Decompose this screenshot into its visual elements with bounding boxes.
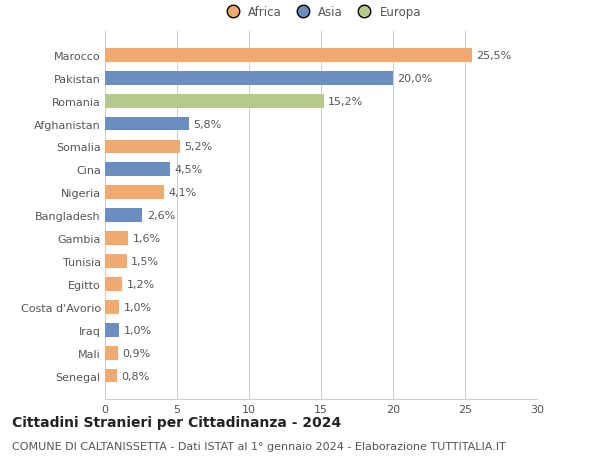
Text: 2,6%: 2,6% <box>147 211 175 221</box>
Text: 5,8%: 5,8% <box>193 119 221 129</box>
Text: 0,9%: 0,9% <box>122 348 151 358</box>
Bar <box>105 140 180 154</box>
Bar <box>105 209 142 223</box>
Bar <box>105 95 324 108</box>
Text: Cittadini Stranieri per Cittadinanza - 2024: Cittadini Stranieri per Cittadinanza - 2… <box>12 415 341 429</box>
Text: 1,5%: 1,5% <box>131 257 159 266</box>
Text: 4,1%: 4,1% <box>169 188 197 198</box>
Bar <box>105 369 116 383</box>
Text: 15,2%: 15,2% <box>328 96 364 106</box>
Text: COMUNE DI CALTANISSETTA - Dati ISTAT al 1° gennaio 2024 - Elaborazione TUTTITALI: COMUNE DI CALTANISSETTA - Dati ISTAT al … <box>12 441 506 451</box>
Text: 1,2%: 1,2% <box>127 280 155 289</box>
Bar <box>105 277 122 291</box>
Bar <box>105 346 118 360</box>
Text: 0,8%: 0,8% <box>121 371 149 381</box>
Bar <box>105 300 119 314</box>
Bar <box>105 72 393 85</box>
Text: 1,0%: 1,0% <box>124 325 152 335</box>
Text: 1,6%: 1,6% <box>133 234 160 244</box>
Bar <box>105 232 128 246</box>
Text: 25,5%: 25,5% <box>476 50 512 61</box>
Bar <box>105 163 170 177</box>
Text: 1,0%: 1,0% <box>124 302 152 312</box>
Bar <box>105 118 188 131</box>
Bar <box>105 255 127 269</box>
Bar <box>105 323 119 337</box>
Bar <box>105 186 164 200</box>
Text: 4,5%: 4,5% <box>174 165 202 175</box>
Text: 5,2%: 5,2% <box>184 142 212 152</box>
Text: 20,0%: 20,0% <box>397 73 433 84</box>
Legend: Africa, Asia, Europa: Africa, Asia, Europa <box>216 1 426 24</box>
Bar <box>105 49 472 62</box>
